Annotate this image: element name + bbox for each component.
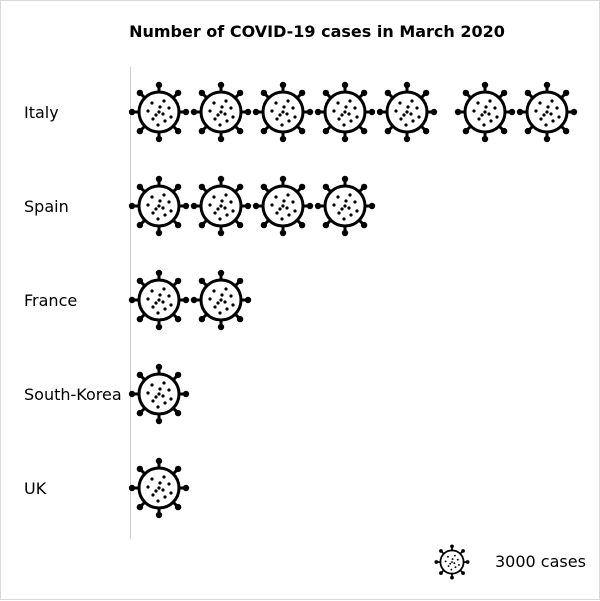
virus-icon <box>127 362 191 426</box>
virus-icon <box>251 80 315 144</box>
virus-icon <box>127 268 191 332</box>
legend-label: 3000 cases <box>495 552 586 571</box>
virus-icon <box>375 80 439 144</box>
category-label-spain: Spain <box>24 197 69 216</box>
category-label-south-korea: South-Korea <box>24 385 122 404</box>
category-labels: Italy Spain France South-Korea UK <box>24 103 122 498</box>
virus-icon <box>127 456 191 520</box>
virus-icon <box>313 80 377 144</box>
legend: 3000 cases <box>434 544 586 579</box>
category-label-uk: UK <box>24 479 47 498</box>
virus-icon <box>189 80 253 144</box>
virus-icon <box>189 174 253 238</box>
category-label-italy: Italy <box>24 103 59 122</box>
virus-icon <box>313 174 377 238</box>
virus-icon <box>127 80 191 144</box>
virus-icon <box>251 174 315 238</box>
pictogram-icons <box>127 80 579 520</box>
category-label-france: France <box>24 291 77 310</box>
virus-icon <box>515 80 579 144</box>
virus-icon <box>453 80 517 144</box>
virus-icon <box>189 268 253 332</box>
legend-virus-icon <box>434 544 469 579</box>
virus-icon <box>127 174 191 238</box>
chart-title: Number of COVID-19 cases in March 2020 <box>129 22 505 41</box>
